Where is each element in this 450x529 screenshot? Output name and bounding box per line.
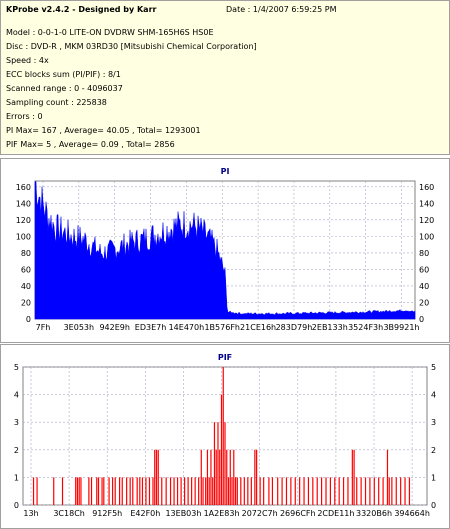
- pi-x-tick-label: 3B9921h: [383, 323, 419, 332]
- error-count: Errors : 0: [6, 112, 43, 121]
- pi-x-tick-label: 1B576Fh: [204, 323, 240, 332]
- pi-y-tick-left: 20: [21, 298, 31, 307]
- pif-chart: 0 0 1 1 2 2 3 3 4 4 5 5 13h 3C18Ch 912F5h E42F0h 13EB03h…: [14, 363, 436, 518]
- pif-x-tick-label: 2072C7h: [242, 509, 278, 518]
- pi-y-tick-right: 0: [419, 315, 424, 324]
- pif-y-tick-left: 4: [14, 391, 19, 400]
- pif-x-tick-label: 2696CFh: [280, 509, 316, 518]
- scan-date: Date : 1/4/2007 6:59:25 PM: [226, 5, 337, 14]
- pif-summary: PIF Max= 5 , Average= 0.09 , Total= 2856: [6, 140, 175, 149]
- pif-y-tick-right: 1: [431, 473, 436, 482]
- pi-x-tick-label: 21CE16h: [240, 323, 276, 332]
- pif-x-tick-label: 1A2E83h: [204, 509, 240, 518]
- pi-x-tick-label: 2EB133h: [312, 323, 348, 332]
- pi-y-tick-left: 40: [21, 282, 31, 291]
- pi-y-tick-left: 140: [16, 199, 31, 208]
- pi-x-tick-label: 3524F3h: [348, 323, 383, 332]
- pif-x-tick-label: 13EB03h: [165, 509, 201, 518]
- sampling-count: Sampling count : 225838: [6, 98, 107, 107]
- pi-summary: PI Max= 167 , Average= 40.05 , Total= 12…: [6, 126, 201, 135]
- pif-chart-panel: PIF 0 0 1 1 2 2 3 3 4 4 5 5 13h 3C18Ch 912F5h E42F0h 13E…: [0, 344, 450, 529]
- app-title: KProbe v2.4.2 - Designed by Karr: [6, 5, 157, 14]
- pi-y-tick-right: 140: [419, 199, 434, 208]
- pi-y-tick-right: 100: [419, 232, 434, 241]
- pi-y-tick-right: 40: [419, 282, 429, 291]
- pi-y-tick-right: 160: [419, 183, 434, 192]
- pif-y-tick-left: 3: [14, 418, 19, 427]
- pif-x-tick-label: 13h: [23, 509, 38, 518]
- pif-y-tick-right: 5: [431, 363, 436, 372]
- pif-x-tick-label: 394664h: [394, 509, 430, 518]
- pif-y-tick-right: 0: [431, 501, 436, 510]
- pi-y-tick-right: 80: [419, 249, 429, 258]
- pi-y-tick-right: 120: [419, 216, 434, 225]
- pif-y-tick-left: 2: [14, 446, 19, 455]
- pi-x-tick-label: 283D79h: [276, 323, 313, 332]
- pif-x-tick-label: 2CDE11h: [317, 509, 354, 518]
- pi-y-tick-right: 20: [419, 298, 429, 307]
- pi-y-tick-left: 120: [16, 216, 31, 225]
- pi-chart-title: PI: [220, 167, 230, 176]
- pi-x-tick-label: 14E470h: [169, 323, 205, 332]
- pif-chart-title: PIF: [217, 353, 233, 362]
- pi-y-tick-left: 80: [21, 249, 31, 258]
- pi-y-tick-left: 0: [26, 315, 31, 324]
- scanned-range: Scanned range : 0 - 4096037: [6, 84, 123, 93]
- pif-y-tick-left: 0: [14, 501, 19, 510]
- pif-y-tick-right: 2: [431, 446, 436, 455]
- pif-y-tick-right: 4: [431, 391, 436, 400]
- pif-x-tick-label: 912F5h: [92, 509, 122, 518]
- pif-x-tick-label: 3C18Ch: [53, 509, 85, 518]
- speed-info: Speed : 4x: [6, 56, 49, 65]
- pi-x-tick-label: 3E053h: [64, 323, 94, 332]
- pi-series-area: [34, 181, 416, 320]
- pi-chart-panel: PI 0 0 20 20 40 40 60 60 80 80 100 100 120 120 140 140 1…: [0, 158, 450, 343]
- pi-y-tick-right: 60: [419, 265, 429, 274]
- pif-y-tick-left: 5: [14, 363, 19, 372]
- pi-y-tick-left: 100: [16, 232, 31, 241]
- disc-info-panel: KProbe v2.4.2 - Designed by Karr Date : …: [0, 0, 450, 155]
- pif-x-tick-label: 3320B6h: [356, 509, 392, 518]
- pi-x-tick-label: 7Fh: [36, 323, 51, 332]
- pif-y-tick-left: 1: [14, 473, 19, 482]
- pif-y-tick-right: 3: [431, 418, 436, 427]
- pif-x-tick-label: E42F0h: [130, 509, 160, 518]
- pi-y-tick-left: 160: [16, 183, 31, 192]
- drive-model: Model : 0-0-1-0 LITE-ON DVDRW SHM-165H6S…: [6, 28, 214, 37]
- pi-x-tick-label: 942E9h: [99, 323, 129, 332]
- pi-y-tick-left: 60: [21, 265, 31, 274]
- ecc-info: ECC blocks sum (PI/PIF) : 8/1: [6, 70, 121, 79]
- pi-chart: 0 0 20 20 40 40 60 60 80 80 100 100 120 120 140 140 160 1…: [16, 180, 434, 332]
- disc-info: Disc : DVD-R , MKM 03RD30 [Mitsubishi Ch…: [6, 42, 257, 51]
- pi-x-tick-label: ED3E7h: [135, 323, 167, 332]
